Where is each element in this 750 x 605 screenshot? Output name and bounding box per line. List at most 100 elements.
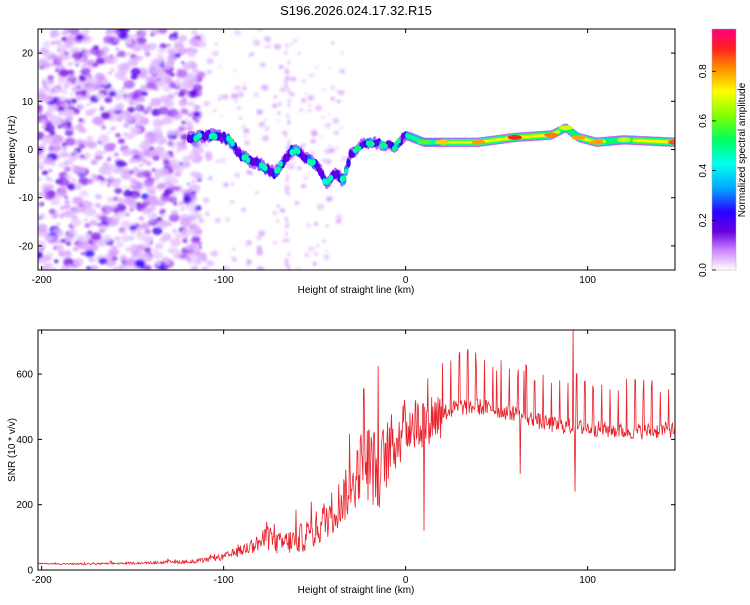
noise-blob <box>102 161 110 167</box>
noise-blob <box>155 242 164 250</box>
noise-blob <box>72 205 84 214</box>
noise-blob <box>286 163 295 171</box>
noise-blob <box>169 185 177 192</box>
noise-blob <box>287 120 291 126</box>
spectrogram-ytick-label: -10 <box>19 193 34 204</box>
noise-blob <box>121 86 126 90</box>
noise-blob <box>167 108 179 117</box>
noise-blob <box>194 259 202 265</box>
noise-blob <box>79 75 87 82</box>
noise-blob <box>45 134 51 139</box>
noise-blob <box>167 120 173 125</box>
noise-blob <box>111 178 120 185</box>
noise-blob <box>124 115 133 123</box>
noise-blob <box>152 227 163 236</box>
noise-blob <box>285 258 289 264</box>
noise-blob <box>256 29 263 32</box>
colorbar-frame <box>711 28 737 271</box>
ridge-cell <box>383 143 388 149</box>
noise-blob <box>119 254 128 261</box>
colorbar-label: Normalized spectral amplitude <box>737 82 748 217</box>
spectrogram-ytick-label: 10 <box>22 97 34 108</box>
noise-blob <box>60 238 66 244</box>
noise-blob <box>265 44 270 49</box>
noise-blob <box>163 63 172 71</box>
noise-blob <box>303 252 310 258</box>
noise-blob <box>67 69 75 76</box>
noise-blob <box>284 69 288 75</box>
noise-blob <box>233 69 237 72</box>
noise-blob <box>78 118 84 123</box>
ridge-cell <box>263 165 268 172</box>
noise-blob <box>109 42 113 45</box>
noise-blob <box>63 211 72 218</box>
noise-blob <box>73 258 84 267</box>
noise-blob <box>335 146 339 150</box>
noise-blob <box>141 91 148 97</box>
noise-blob <box>203 100 211 107</box>
noise-blob <box>168 246 178 255</box>
noise-blob <box>51 41 55 45</box>
noise-blob <box>253 92 260 98</box>
noise-blob <box>325 249 329 253</box>
noise-blob <box>138 216 145 221</box>
noise-blob <box>279 86 287 93</box>
noise-blob <box>192 145 204 155</box>
noise-blob <box>168 213 180 223</box>
noise-blob <box>81 235 90 242</box>
noise-blob <box>41 170 49 176</box>
noise-blob <box>144 242 150 247</box>
noise-blob <box>109 218 119 227</box>
noise-blob <box>66 174 73 180</box>
noise-blob <box>159 208 166 214</box>
noise-blob <box>286 69 290 75</box>
noise-blob <box>290 76 297 82</box>
noise-blob <box>184 189 190 194</box>
noise-blob <box>278 64 284 69</box>
noise-blob <box>67 55 72 59</box>
noise-blob <box>115 203 127 212</box>
noise-blob <box>232 248 236 251</box>
noise-blob <box>146 255 154 262</box>
noise-blob <box>74 94 84 101</box>
noise-blob <box>69 92 74 96</box>
noise-blob <box>55 137 60 141</box>
noise-blob <box>101 125 107 130</box>
noise-blob <box>49 130 56 136</box>
noise-blob <box>121 234 131 242</box>
noise-blob <box>122 95 131 102</box>
noise-blob <box>273 95 278 99</box>
noise-blob <box>87 230 92 234</box>
noise-blob <box>258 230 266 237</box>
noise-blob <box>122 185 127 189</box>
noise-blob <box>167 141 174 147</box>
noise-blob <box>130 244 139 252</box>
noise-blob <box>55 84 62 90</box>
noise-blob <box>188 222 200 232</box>
noise-blob <box>144 130 156 140</box>
noise-blob <box>339 68 346 74</box>
noise-blob <box>58 106 63 111</box>
noise-blob <box>187 50 197 58</box>
noise-blob <box>102 55 114 64</box>
noise-blob <box>117 197 125 204</box>
noise-blob <box>299 108 304 112</box>
noise-blob <box>48 79 55 85</box>
noise-blob <box>166 48 176 55</box>
noise-blob <box>145 51 151 56</box>
ridge-cell <box>555 130 561 133</box>
ridge-cell <box>213 133 218 140</box>
noise-blob <box>123 190 133 198</box>
noise-blob <box>325 224 329 228</box>
noise-blob <box>256 109 263 115</box>
noise-blob <box>54 39 62 46</box>
noise-blob <box>285 177 289 183</box>
noise-blob <box>61 145 68 151</box>
noise-blob <box>285 145 289 151</box>
noise-blob <box>123 80 135 89</box>
noise-blob <box>129 208 134 212</box>
noise-blob <box>63 101 68 106</box>
snr-xtick-label: -100 <box>214 575 234 586</box>
noise-blob <box>161 213 166 218</box>
